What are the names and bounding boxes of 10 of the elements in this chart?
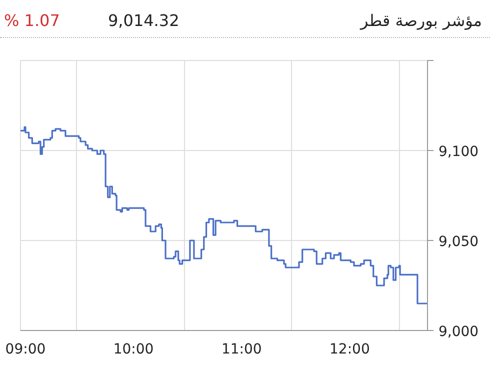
text: % 1.07 [4, 10, 60, 32]
chart-title: مؤشر بورصة قطر [360, 10, 482, 32]
y-tick-label: 9,050 [438, 234, 479, 250]
y-tick-label: 9,000 [438, 324, 479, 340]
y-tick-label: 9,100 [438, 144, 479, 160]
x-tick-label: 12:00 [330, 342, 370, 358]
x-tick-label: 11:00 [221, 342, 262, 358]
x-tick-label: 09:00 [5, 342, 46, 358]
x-tick-label: 10:00 [113, 342, 154, 358]
text: 9,014.32 [108, 10, 180, 32]
